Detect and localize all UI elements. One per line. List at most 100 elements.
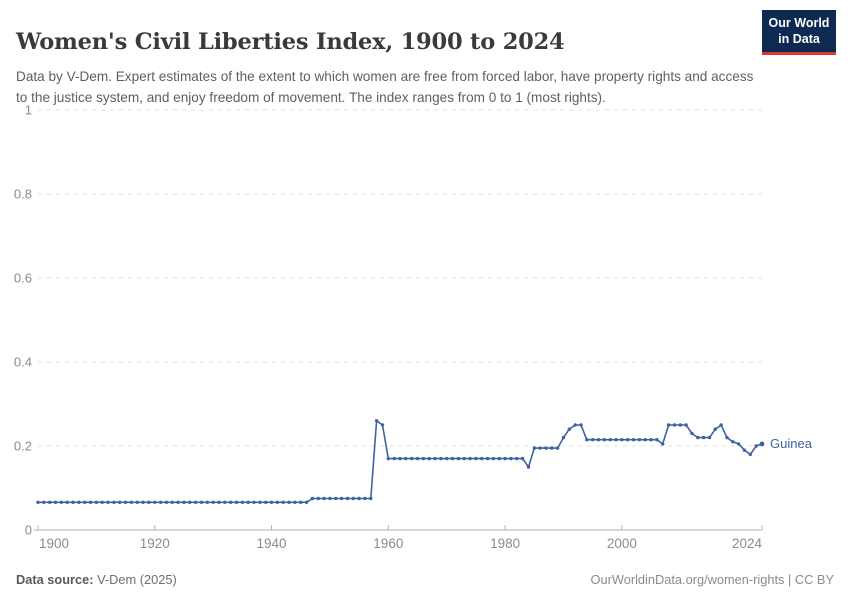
data-point-marker: [264, 500, 268, 504]
data-point-marker: [649, 438, 653, 442]
data-source-value: V-Dem (2025): [93, 572, 177, 587]
data-point-marker: [258, 500, 262, 504]
data-point-marker: [164, 500, 169, 504]
data-point-marker: [53, 500, 58, 504]
data-point-marker: [363, 496, 367, 501]
data-point-marker: [450, 456, 455, 461]
data-point-marker: [153, 500, 157, 504]
data-point-marker: [386, 456, 390, 461]
data-point-marker: [65, 500, 69, 504]
data-point-marker: [690, 431, 694, 436]
x-tick-label: 1980: [490, 536, 520, 551]
x-tick-label: 1960: [373, 536, 403, 551]
data-point-marker: [369, 496, 373, 501]
data-point-marker: [339, 496, 344, 501]
data-source-note: Data source: V-Dem (2025): [16, 572, 177, 587]
data-point-marker: [351, 496, 355, 501]
data-point-marker: [345, 496, 350, 501]
data-point-marker: [252, 500, 256, 504]
data-point-marker: [678, 423, 682, 427]
series-entity-label: Guinea: [770, 435, 812, 451]
data-point-marker: [439, 456, 443, 461]
data-point-marker: [550, 446, 554, 450]
data-point-marker: [100, 500, 104, 504]
data-point-marker: [374, 419, 379, 423]
data-point-marker: [287, 500, 291, 504]
data-point-marker: [561, 435, 566, 440]
data-point-marker: [520, 456, 525, 461]
data-point-marker: [748, 452, 752, 457]
data-point-marker: [36, 500, 40, 504]
data-point-marker: [596, 438, 601, 442]
data-point-marker: [193, 500, 198, 504]
data-point-marker: [719, 423, 723, 427]
data-point-marker: [614, 438, 618, 442]
y-tick-label: 0.4: [14, 355, 32, 370]
data-point-marker: [655, 438, 659, 442]
data-point-marker: [123, 500, 128, 504]
data-point-marker: [217, 500, 221, 504]
data-point-marker: [129, 500, 134, 504]
owid-logo-line1: Our World: [768, 16, 830, 30]
data-point-marker: [380, 423, 385, 427]
data-point-marker: [456, 456, 461, 461]
data-point-marker: [462, 456, 466, 461]
data-point-marker: [199, 500, 204, 504]
data-point-marker: [480, 456, 484, 461]
x-tick-label: 1920: [140, 536, 170, 551]
data-point-marker: [404, 456, 408, 461]
data-point-marker: [83, 500, 87, 504]
data-point-marker: [211, 500, 215, 504]
data-point-marker: [304, 500, 309, 504]
data-point-marker: [246, 500, 250, 504]
data-point-marker: [59, 500, 64, 504]
data-point-marker: [328, 496, 332, 501]
data-point-marker: [713, 427, 717, 431]
data-source-label: Data source:: [16, 572, 94, 587]
data-point-marker: [544, 446, 548, 450]
data-point-marker: [223, 500, 227, 504]
data-point-marker: [602, 438, 607, 442]
data-point-marker: [532, 446, 536, 450]
data-point-marker: [701, 435, 706, 440]
data-point-marker: [696, 435, 700, 440]
data-point-marker: [94, 500, 99, 504]
data-point-marker: [579, 423, 583, 427]
chart-footer: Data source: V-Dem (2025) OurWorldinData…: [16, 572, 834, 587]
owid-logo-line2: in Data: [778, 32, 820, 47]
x-tick-label: 1940: [257, 536, 287, 551]
data-point-marker: [229, 500, 233, 504]
y-tick-label: 0: [25, 523, 32, 538]
chart-subtitle: Data by V-Dem. Expert estimates of the e…: [16, 68, 754, 105]
data-point-marker: [684, 423, 688, 427]
data-point-marker: [334, 496, 338, 501]
data-point-marker: [509, 456, 513, 461]
data-point-marker: [515, 456, 519, 461]
data-point-marker: [170, 500, 174, 504]
data-point-marker: [357, 496, 361, 501]
data-point-marker: [497, 456, 501, 461]
y-tick-label: 0.6: [14, 271, 32, 286]
data-point-marker: [754, 444, 758, 448]
data-point-marker: [485, 456, 490, 461]
data-point-marker: [135, 500, 139, 504]
owid-logo: Our World in Data: [762, 10, 836, 55]
data-point-marker: [106, 500, 110, 504]
page-title: Women's Civil Liberties Index, 1900 to 2…: [16, 29, 565, 56]
line-end-marker: [759, 441, 765, 447]
data-point-marker: [666, 423, 671, 427]
data-point-marker: [182, 500, 186, 504]
data-point-marker: [643, 438, 647, 442]
data-line-guinea[interactable]: [37, 419, 763, 504]
y-tick-label: 0.2: [14, 439, 32, 454]
data-point-marker: [637, 438, 642, 442]
data-point-marker: [725, 435, 729, 440]
owid-url-license[interactable]: OurWorldinData.org/women-rights | CC BY: [590, 572, 834, 587]
data-point-marker: [445, 456, 449, 461]
data-point-marker: [176, 500, 180, 504]
data-point-marker: [427, 456, 431, 461]
data-point-marker: [158, 500, 163, 504]
data-point-marker: [631, 438, 636, 442]
